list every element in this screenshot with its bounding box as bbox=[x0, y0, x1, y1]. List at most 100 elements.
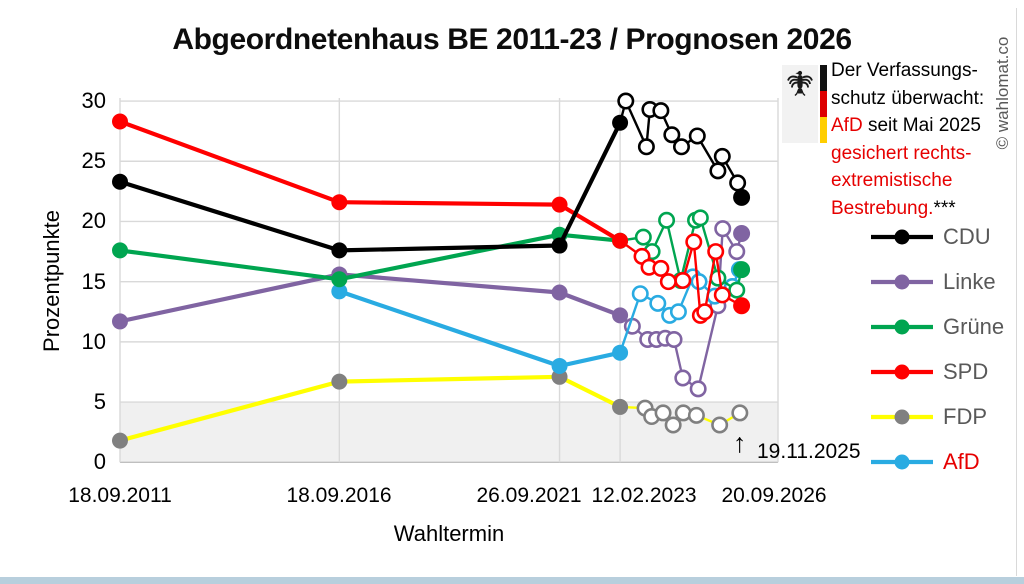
SPD-poll-marker bbox=[652, 259, 670, 277]
SPD-poll-marker bbox=[713, 286, 731, 304]
AfD-election-marker bbox=[612, 344, 629, 361]
note-line-3: AfD seit Mai 2025 bbox=[831, 115, 981, 136]
legend-marker-afd bbox=[871, 454, 933, 469]
Linke-poll-marker bbox=[665, 330, 683, 348]
y-tick-30: 30 bbox=[81, 88, 106, 114]
y-tick-0: 0 bbox=[93, 449, 106, 475]
legend: CDU Linke Grüne SPD FDP AfD bbox=[869, 214, 1004, 484]
Grüne-election-marker bbox=[112, 242, 128, 259]
FDP-poll-marker bbox=[664, 416, 682, 434]
flag-black-band bbox=[820, 65, 827, 91]
SPD-election-line bbox=[119, 119, 622, 243]
Linke-election-line bbox=[119, 272, 621, 324]
legend-item-fdp: FDP bbox=[869, 394, 1004, 439]
CDU-poll-marker bbox=[652, 102, 670, 120]
german-flag-stripe bbox=[820, 65, 827, 143]
AfD-poll-marker bbox=[631, 285, 649, 303]
SPD-poll-marker bbox=[696, 303, 714, 321]
Grüne-poll-marker bbox=[728, 281, 746, 299]
legend-label-linke: Linke bbox=[943, 268, 996, 294]
legend-marker-cdu bbox=[871, 229, 933, 244]
Grüne-election-line bbox=[119, 232, 621, 282]
legend-item-grüne: Grüne bbox=[869, 304, 1004, 349]
SPD-election-marker bbox=[551, 196, 568, 213]
SPD-election-marker bbox=[612, 232, 629, 249]
SPD-election-marker bbox=[331, 194, 348, 211]
y-tick-10: 10 bbox=[81, 328, 106, 354]
CDU-poll-marker bbox=[709, 162, 727, 180]
x-tick-26.09.2021: 26.09.2021 bbox=[476, 484, 582, 507]
Grüne-poll-marker bbox=[658, 211, 676, 229]
flag-red-band bbox=[820, 91, 827, 117]
legend-marker-grüne bbox=[871, 319, 933, 334]
y-tick-25: 25 bbox=[81, 148, 106, 174]
Linke-poll-marker bbox=[728, 243, 746, 261]
latest-poll-arrow-icon: ↑ bbox=[733, 428, 747, 458]
Linke-election-marker bbox=[112, 313, 128, 330]
legend-item-afd: AfD bbox=[869, 439, 1004, 484]
CDU-poll-marker bbox=[617, 92, 635, 110]
AfD-poll-marker bbox=[690, 273, 708, 291]
CDU-election-line bbox=[119, 121, 622, 253]
latest-poll-date: 19.11.2025 bbox=[757, 440, 861, 463]
SPD-final-marker bbox=[733, 297, 751, 315]
legend-marker-fdp bbox=[871, 409, 933, 424]
SPD-poll-marker bbox=[685, 233, 703, 251]
Linke-poll-marker bbox=[714, 220, 732, 238]
FDP-election-line bbox=[119, 374, 622, 443]
note-line-5: extremistische bbox=[831, 170, 953, 191]
note-line-1: Der Verfassungs- bbox=[831, 60, 978, 81]
FDP-poll-marker bbox=[687, 406, 705, 424]
flag-gold-band bbox=[820, 117, 827, 143]
bundesadler-eagle-icon bbox=[787, 70, 813, 96]
legend-label-cdu: CDU bbox=[943, 223, 991, 249]
FDP-poll-marker bbox=[654, 404, 672, 422]
Grüne-final-marker bbox=[733, 261, 751, 279]
Linke-poll-marker bbox=[674, 369, 692, 387]
FDP-poll-marker bbox=[711, 416, 729, 434]
bundesadler-badge bbox=[782, 65, 818, 143]
legend-label-spd: SPD bbox=[943, 358, 989, 384]
frame-bottom-bar bbox=[0, 577, 1024, 584]
x-tick-20.09.2026: 20.09.2026 bbox=[721, 484, 827, 507]
AfD-election-line bbox=[338, 289, 621, 369]
SPD-poll-marker bbox=[659, 273, 677, 291]
x-axis-label: Wahltermin bbox=[393, 521, 505, 546]
legend-item-cdu: CDU bbox=[869, 214, 1004, 259]
x-tick-12.02.2023: 12.02.2023 bbox=[591, 484, 697, 507]
legend-label-grüne: Grüne bbox=[943, 313, 1005, 339]
Grüne-poll-marker bbox=[691, 209, 709, 227]
legend-item-spd: SPD bbox=[869, 349, 1004, 394]
AfD-election-marker bbox=[331, 283, 348, 300]
FDP-poll-marker bbox=[731, 404, 749, 422]
legend-marker-spd bbox=[871, 364, 933, 379]
CDU-poll-marker bbox=[672, 138, 690, 156]
verfassungsschutz-note: Der Verfassungs- schutz überwacht: AfD s… bbox=[831, 57, 984, 222]
legend-label-fdp: FDP bbox=[943, 403, 987, 429]
Linke-final-marker bbox=[733, 225, 751, 243]
CDU-election-marker bbox=[331, 242, 348, 259]
CDU-poll-marker bbox=[713, 147, 731, 165]
Linke-election-marker bbox=[551, 284, 568, 301]
CDU-election-marker bbox=[112, 173, 128, 190]
SPD-poll-marker bbox=[707, 243, 725, 261]
CDU-poll-marker bbox=[663, 126, 681, 144]
Grüne-election-marker bbox=[331, 271, 348, 288]
CDU-final-marker bbox=[733, 188, 751, 206]
x-tick-18.09.2016: 18.09.2016 bbox=[286, 484, 392, 507]
SPD-poll-marker bbox=[674, 271, 692, 289]
y-tick-5: 5 bbox=[93, 389, 106, 415]
Grüne-poll-marker bbox=[634, 228, 652, 246]
legend-item-linke: Linke bbox=[869, 259, 1004, 304]
CDU-poll-marker bbox=[637, 138, 655, 156]
FDP-election-marker bbox=[112, 432, 128, 449]
CDU-poll-marker bbox=[688, 127, 706, 145]
CDU-election-marker bbox=[551, 237, 568, 254]
AfD-poll-marker bbox=[649, 294, 667, 312]
note-line-6: Bestrebung.*** bbox=[831, 197, 956, 219]
Linke-election-marker bbox=[612, 307, 629, 324]
SPD-election-marker bbox=[112, 113, 128, 130]
FDP-election-marker bbox=[612, 398, 629, 415]
CDU-election-marker bbox=[612, 114, 629, 131]
